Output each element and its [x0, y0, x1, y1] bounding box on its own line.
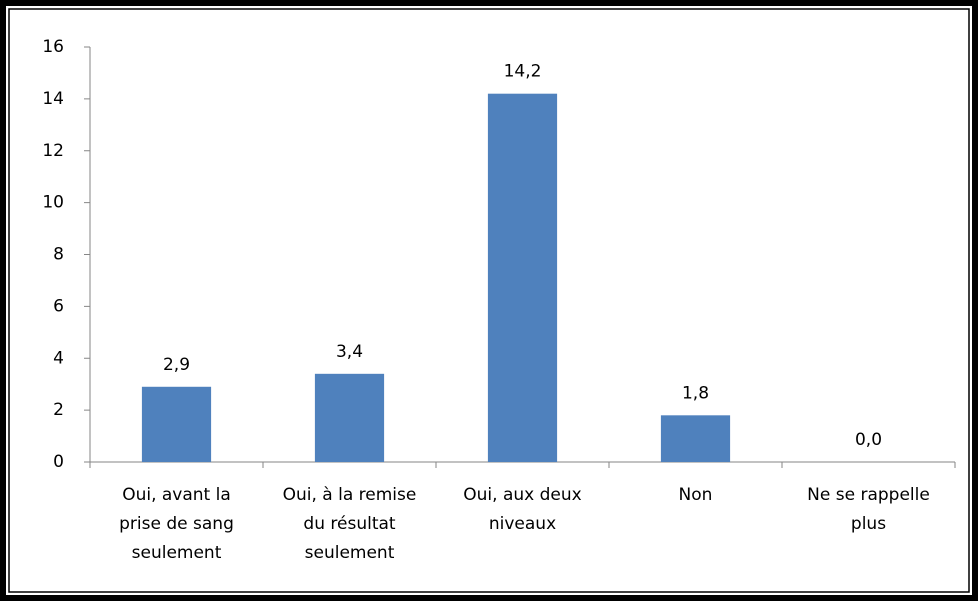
x-tick-label: plus	[851, 514, 886, 534]
x-tick-label: niveaux	[489, 514, 556, 534]
x-tick-label: Oui, à la remise	[283, 485, 417, 505]
y-tick-label: 2	[53, 400, 64, 420]
bar	[487, 93, 558, 462]
x-tick-label: Oui, avant la	[122, 485, 231, 505]
x-tick-label: Non	[679, 485, 713, 505]
y-tick-label: 16	[42, 37, 64, 57]
y-tick-label: 8	[53, 245, 64, 265]
y-tick-label: 10	[42, 193, 64, 213]
value-label: 0,0	[855, 430, 882, 450]
x-tick-label: seulement	[305, 543, 395, 563]
bar	[660, 415, 731, 462]
bar	[314, 373, 385, 462]
y-tick-label: 14	[42, 89, 64, 109]
value-label: 14,2	[504, 62, 542, 82]
x-tick-label: du résultat	[303, 514, 395, 534]
inner-frame	[8, 8, 970, 593]
y-tick-label: 4	[53, 348, 64, 368]
value-label: 1,8	[682, 383, 709, 403]
x-tick-label: Ne se rappelle	[807, 485, 930, 505]
value-label: 3,4	[336, 342, 363, 362]
x-tick-label: Oui, aux deux	[463, 485, 581, 505]
y-tick-label: 0	[53, 452, 64, 472]
value-label: 2,9	[163, 355, 190, 375]
x-tick-label: prise de sang	[119, 514, 234, 534]
x-tick-label: seulement	[132, 543, 222, 563]
y-tick-label: 6	[53, 296, 64, 316]
y-tick-label: 12	[42, 141, 64, 161]
bar	[141, 386, 212, 462]
